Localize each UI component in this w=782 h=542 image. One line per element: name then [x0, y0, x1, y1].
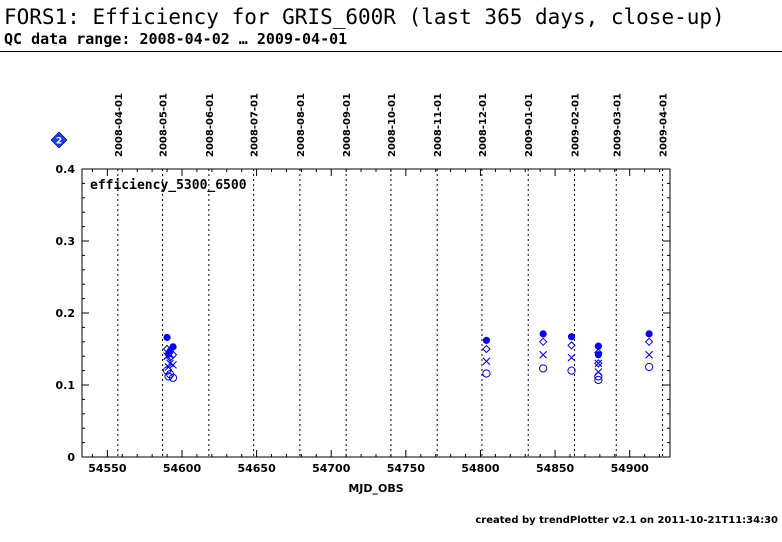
data-point-cross: [539, 350, 548, 359]
efficiency-chart: 2 2008-04-01 2008-05-01 2008-06-01 2008-07-…: [50, 93, 671, 495]
data-point-open-circle: [168, 373, 178, 382]
data-point-cross: [594, 359, 603, 368]
date-label: 2008-09-01: [342, 93, 353, 157]
data-point-filled-circle: [594, 342, 602, 350]
date-label: 2009-04-01: [659, 93, 670, 157]
data-point-filled-circle: [163, 333, 171, 342]
data-point-cross: [482, 357, 491, 366]
y-tick-label: 0.3: [56, 235, 76, 248]
data-point-diamond: [162, 344, 172, 354]
data-point-diamond: [538, 337, 548, 347]
data-point-filled-circle: [539, 330, 547, 338]
data-point-cross: [645, 350, 653, 359]
data-point-filled-circle: [594, 351, 602, 359]
date-label: 2009-01-01: [524, 93, 535, 157]
date-label: 2008-08-01: [296, 93, 307, 157]
date-label: 2008-10-01: [387, 93, 398, 157]
data-point-filled-circle: [169, 343, 177, 351]
diamond-2-icon[interactable]: 2: [50, 131, 68, 149]
data-point-diamond: [644, 337, 654, 347]
date-label: 2008-07-01: [250, 93, 261, 157]
data-point-open-circle: [539, 364, 548, 373]
data-point-diamond: [594, 348, 603, 357]
date-label: 2009-02-01: [570, 93, 581, 157]
date-label: 2008-04-01: [114, 93, 125, 157]
title-divider: [0, 51, 782, 52]
x-tick-label: 54850: [536, 462, 575, 475]
y-tick-label: 0.4: [56, 163, 76, 176]
data-point-diamond: [567, 341, 576, 350]
page-title: FORS1: Efficiency for GRIS_600R (last 36…: [4, 5, 725, 29]
data-point-open-circle: [594, 372, 603, 381]
date-label: 2009-03-01: [612, 93, 623, 157]
x-tick-label: 54800: [461, 462, 500, 475]
x-axis-label: MJD_OBS: [348, 482, 403, 495]
data-point-open-circle: [482, 369, 491, 378]
data-point-cross: [567, 353, 576, 362]
qc-data-range: QC data range: 2008-04-02 … 2009-04-01: [4, 30, 348, 48]
data-point-cross: [594, 368, 603, 376]
data-point-diamond: [168, 350, 178, 359]
x-tick-label: 54550: [88, 462, 127, 475]
x-tick-label: 54750: [387, 462, 426, 475]
data-point-filled-circle: [645, 330, 653, 338]
y-tick-label: 0.2: [56, 307, 76, 320]
credit-line: created by trendPlotter v2.1 on 2011-10-…: [475, 515, 778, 526]
x-tick-label: 54900: [611, 462, 650, 475]
data-point-filled-circle: [567, 333, 576, 341]
x-tick-label: 54700: [312, 462, 351, 475]
data-point-cross: [169, 360, 177, 369]
data-point-cross: [163, 352, 171, 361]
data-point-open-circle: [645, 362, 654, 372]
y-tick-label: 0: [67, 451, 75, 464]
data-point-filled-circle: [482, 336, 491, 344]
legend-icon-label: 2: [56, 137, 62, 147]
date-label: 2008-12-01: [478, 93, 489, 157]
panel-label: efficiency_5300_6500: [90, 178, 247, 193]
x-tick-label: 54650: [237, 462, 276, 475]
y-tick-label: 0.1: [56, 379, 76, 392]
plot-frame: [81, 168, 671, 458]
date-label: 2008-05-01: [159, 93, 170, 157]
data-point-open-circle: [567, 366, 576, 375]
date-label: 2008-11-01: [433, 93, 444, 157]
data-point-open-circle: [164, 372, 173, 381]
data-point-open-circle: [594, 375, 603, 385]
date-label: 2008-06-01: [205, 93, 216, 157]
x-tick-label: 54600: [163, 462, 202, 475]
data-point-diamond: [594, 359, 603, 368]
data-point-diamond: [482, 344, 491, 354]
